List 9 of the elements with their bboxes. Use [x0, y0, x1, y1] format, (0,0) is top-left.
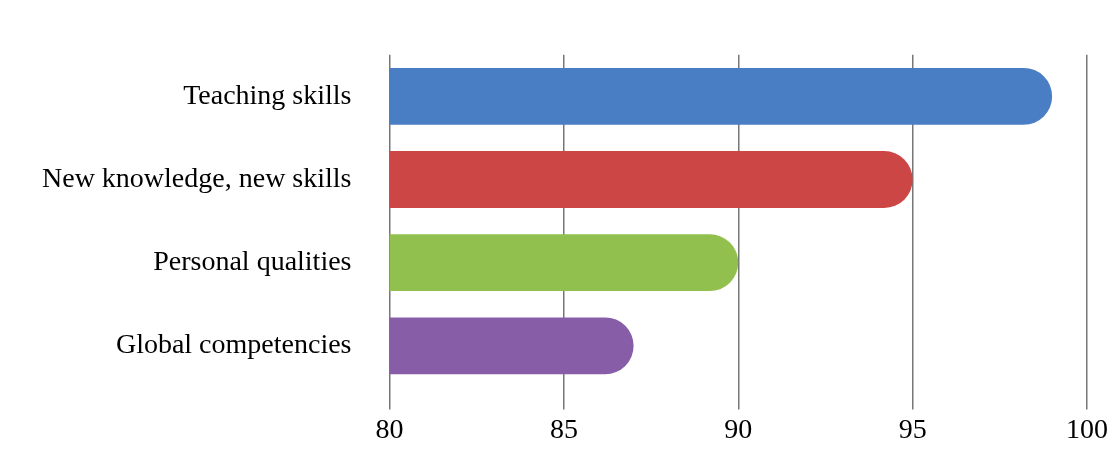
y-tick-label: Global competencies [115, 328, 352, 360]
x-tick-label: 90 [724, 412, 753, 444]
y-tick-label: New knowledge, new skills [41, 161, 352, 193]
x-tick-label: 100 [1066, 412, 1108, 444]
y-tick-label: Personal qualities [153, 245, 352, 277]
x-tick-label: 80 [375, 412, 404, 444]
x-tick-label: 95 [898, 412, 927, 444]
x-tick-label: 85 [549, 412, 578, 444]
y-tick-label: Teaching skills [183, 78, 352, 110]
